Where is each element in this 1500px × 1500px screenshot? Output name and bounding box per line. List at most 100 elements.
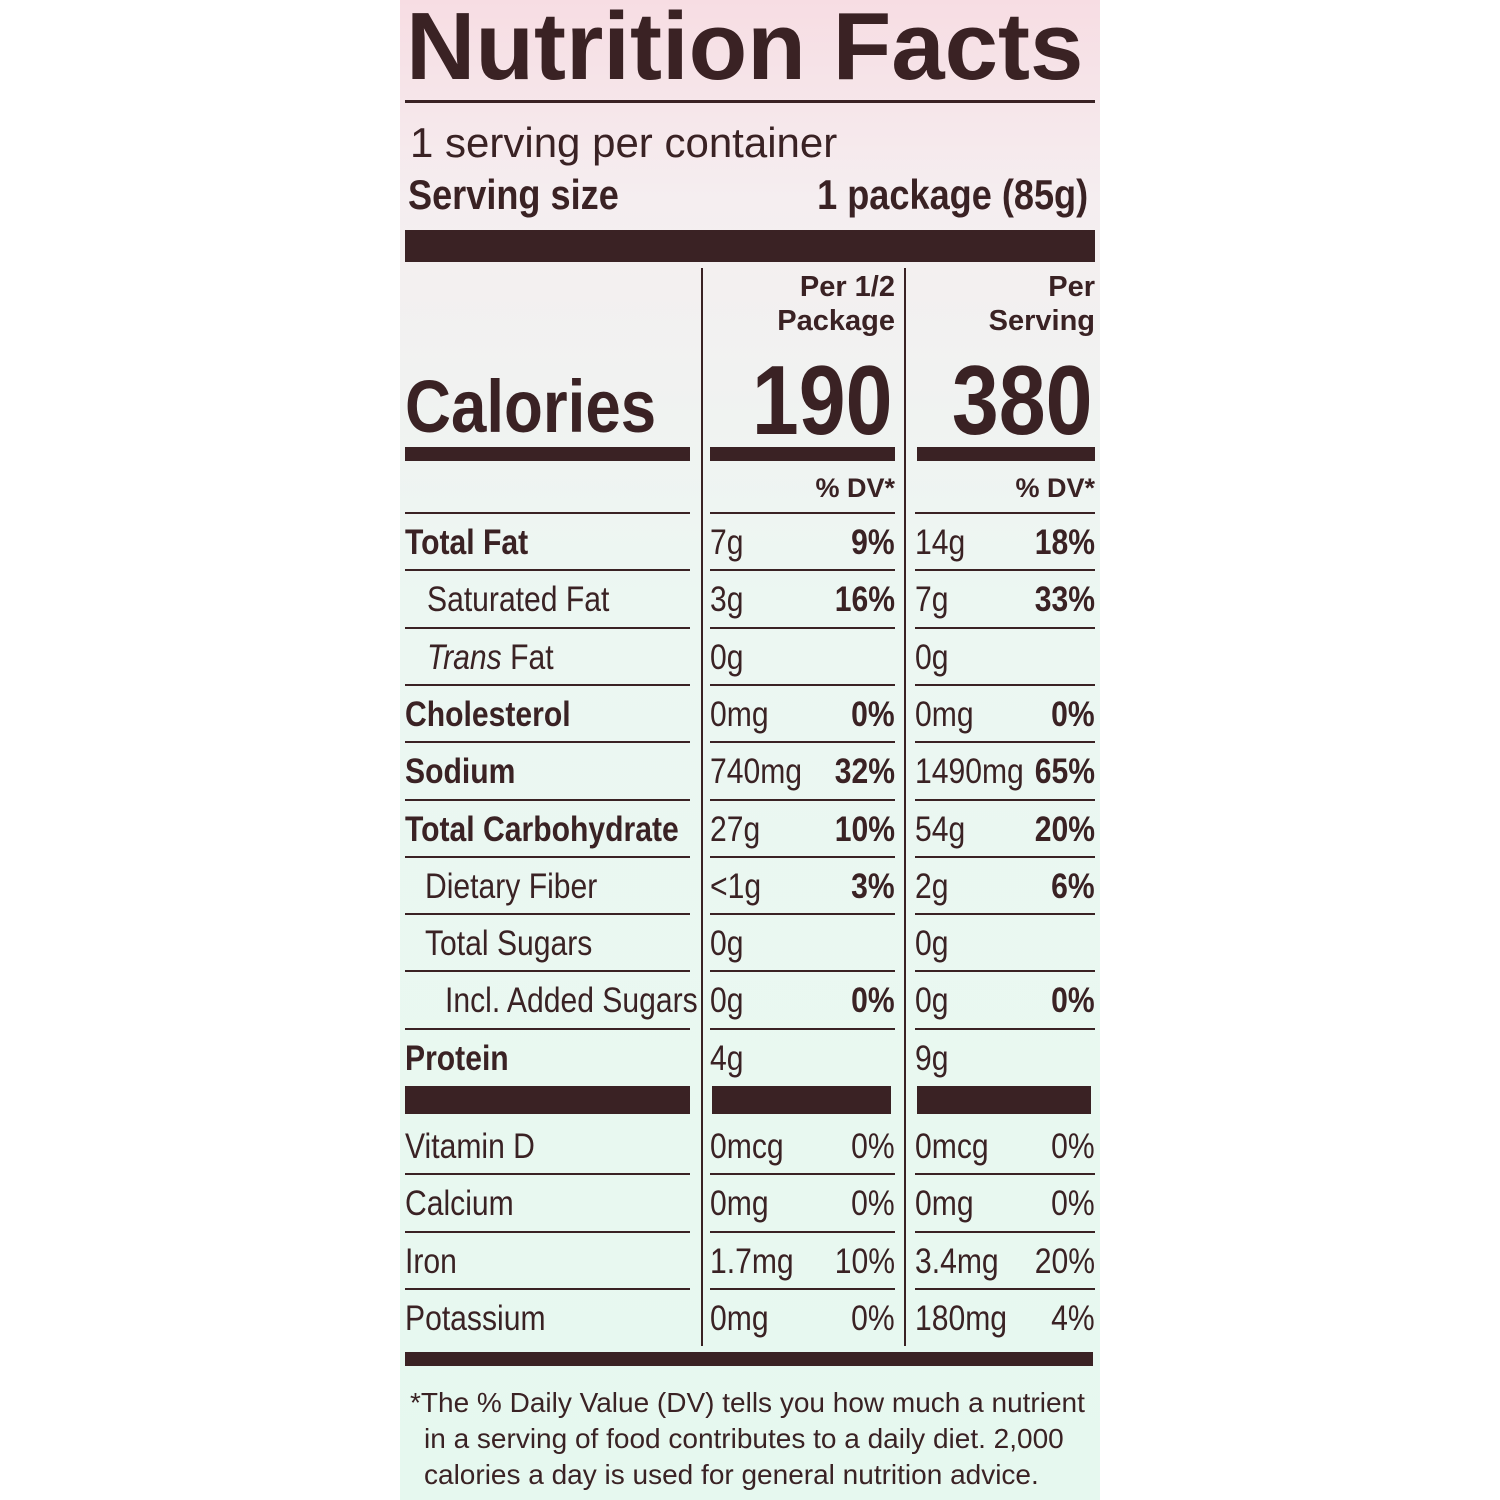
calories-value-text: 190 bbox=[752, 345, 893, 455]
amount: 180mg bbox=[915, 1290, 1022, 1347]
row-rule bbox=[710, 1173, 895, 1176]
daily-value-text: 18% bbox=[1034, 523, 1095, 562]
row-name: Cholesterol bbox=[405, 686, 598, 743]
amount: 0mg bbox=[710, 1290, 778, 1347]
amount: 0g bbox=[915, 629, 954, 686]
row-name-text: Cholesterol bbox=[405, 686, 571, 743]
row-rule bbox=[710, 798, 895, 801]
row-name-text: Potassium bbox=[405, 1290, 546, 1347]
amount: 0mcg bbox=[710, 1118, 796, 1175]
row-name-main: Protein bbox=[405, 1038, 509, 1078]
row-rule bbox=[405, 1230, 690, 1233]
amount: 0g bbox=[915, 972, 954, 1029]
amount-text: 27g bbox=[710, 809, 761, 849]
daily-value: 9% bbox=[844, 514, 895, 571]
row-name-text: Iron bbox=[405, 1233, 457, 1290]
daily-value-text: 10% bbox=[834, 809, 895, 849]
daily-value: 0% bbox=[1044, 686, 1095, 743]
row-name-italic: Trans bbox=[427, 637, 502, 677]
row-rule bbox=[915, 913, 1095, 916]
amount-text: 0mg bbox=[915, 694, 974, 734]
serving-size-label: Serving size bbox=[408, 170, 653, 220]
amount: 0g bbox=[710, 972, 749, 1029]
daily-value: 0% bbox=[1044, 1175, 1095, 1232]
amount-text: <1g bbox=[710, 866, 762, 906]
amount: 3g bbox=[710, 571, 749, 628]
row-rule bbox=[405, 741, 690, 744]
amount: 7g bbox=[915, 571, 954, 628]
amount-text: 0g bbox=[710, 924, 744, 964]
amount-text: 0mg bbox=[915, 1184, 974, 1224]
amount-text: 0mg bbox=[710, 1184, 769, 1224]
row-rule bbox=[915, 855, 1095, 858]
daily-value-text: 3% bbox=[851, 866, 895, 906]
daily-value-text: 16% bbox=[834, 580, 895, 620]
amount-text: 0g bbox=[710, 981, 744, 1021]
daily-value-text: 0% bbox=[1051, 1184, 1095, 1224]
daily-value: 10% bbox=[825, 1233, 895, 1290]
row-name-text: Sodium bbox=[405, 743, 515, 800]
amount: 14g bbox=[915, 514, 973, 571]
row-name: Trans Fat bbox=[427, 629, 574, 686]
row-rule bbox=[710, 913, 895, 916]
daily-value: 0% bbox=[844, 1175, 895, 1232]
calories-value: 380 bbox=[929, 340, 1093, 460]
column-divider bbox=[701, 268, 703, 1346]
daily-value-text: 0% bbox=[1051, 981, 1095, 1021]
row-rule bbox=[915, 798, 1095, 801]
amount: 54g bbox=[915, 801, 973, 858]
row-name: Total Fat bbox=[405, 514, 548, 571]
calories-rule bbox=[710, 447, 895, 461]
rule bbox=[405, 100, 1095, 103]
row-rule bbox=[915, 626, 1095, 629]
amount: 0mcg bbox=[915, 1118, 1001, 1175]
row-rule bbox=[405, 913, 690, 916]
thick-rule bbox=[405, 230, 1095, 262]
amount-text: 0g bbox=[915, 637, 949, 677]
daily-value-text: 0% bbox=[851, 1184, 895, 1224]
serving-size-value-text: 1 package (85g) bbox=[816, 171, 1088, 218]
row-name-main: Potassium bbox=[405, 1298, 546, 1338]
amount-text: 1490mg bbox=[915, 752, 1024, 792]
row-name-main: Vitamin D bbox=[405, 1127, 535, 1166]
amount: 4g bbox=[710, 1030, 749, 1087]
serving-size-value: 1 package (85g) bbox=[773, 170, 1088, 220]
daily-value-text: 32% bbox=[834, 752, 895, 792]
row-rule bbox=[710, 970, 895, 973]
title: Nutrition Facts bbox=[406, 0, 1084, 100]
row-rule bbox=[405, 512, 690, 514]
row-name-text: Saturated Fat bbox=[427, 571, 609, 628]
row-name-main: Cholesterol bbox=[405, 694, 571, 734]
thick-rule bbox=[712, 1086, 891, 1114]
amount-text: 7g bbox=[915, 580, 949, 620]
daily-value: 0% bbox=[1044, 972, 1095, 1029]
amount: 0mg bbox=[915, 1175, 983, 1232]
amount-text: 7g bbox=[710, 523, 744, 562]
calories-label-text: Calories bbox=[405, 365, 657, 448]
daily-value: 20% bbox=[1025, 1233, 1095, 1290]
amount: <1g bbox=[710, 858, 769, 915]
amount-text: 9g bbox=[915, 1038, 949, 1078]
amount-text: 3.4mg bbox=[915, 1241, 999, 1281]
row-name: Saturated Fat bbox=[427, 571, 639, 628]
daily-value-text: 20% bbox=[1034, 1241, 1095, 1281]
daily-value-text: 0% bbox=[851, 981, 895, 1021]
amount: 7g bbox=[710, 514, 749, 571]
amount-text: 1.7mg bbox=[710, 1241, 794, 1281]
row-name: Protein bbox=[405, 1030, 526, 1087]
amount-text: 0g bbox=[915, 981, 949, 1021]
amount-text: 14g bbox=[915, 523, 966, 562]
row-rule bbox=[915, 1287, 1095, 1290]
daily-value-text: 65% bbox=[1034, 752, 1095, 792]
serving-size-label-text: Serving size bbox=[408, 171, 619, 218]
amount-text: 0mcg bbox=[915, 1127, 989, 1166]
daily-value: 18% bbox=[1025, 514, 1095, 571]
daily-value: 4% bbox=[1044, 1290, 1095, 1347]
row-rule bbox=[405, 1287, 690, 1290]
row-name-text: Dietary Fiber bbox=[425, 858, 597, 915]
amount-text: 4g bbox=[710, 1038, 744, 1078]
row-rule bbox=[915, 1173, 1095, 1176]
daily-value: 20% bbox=[1025, 801, 1095, 858]
row-name: Potassium bbox=[405, 1290, 568, 1347]
